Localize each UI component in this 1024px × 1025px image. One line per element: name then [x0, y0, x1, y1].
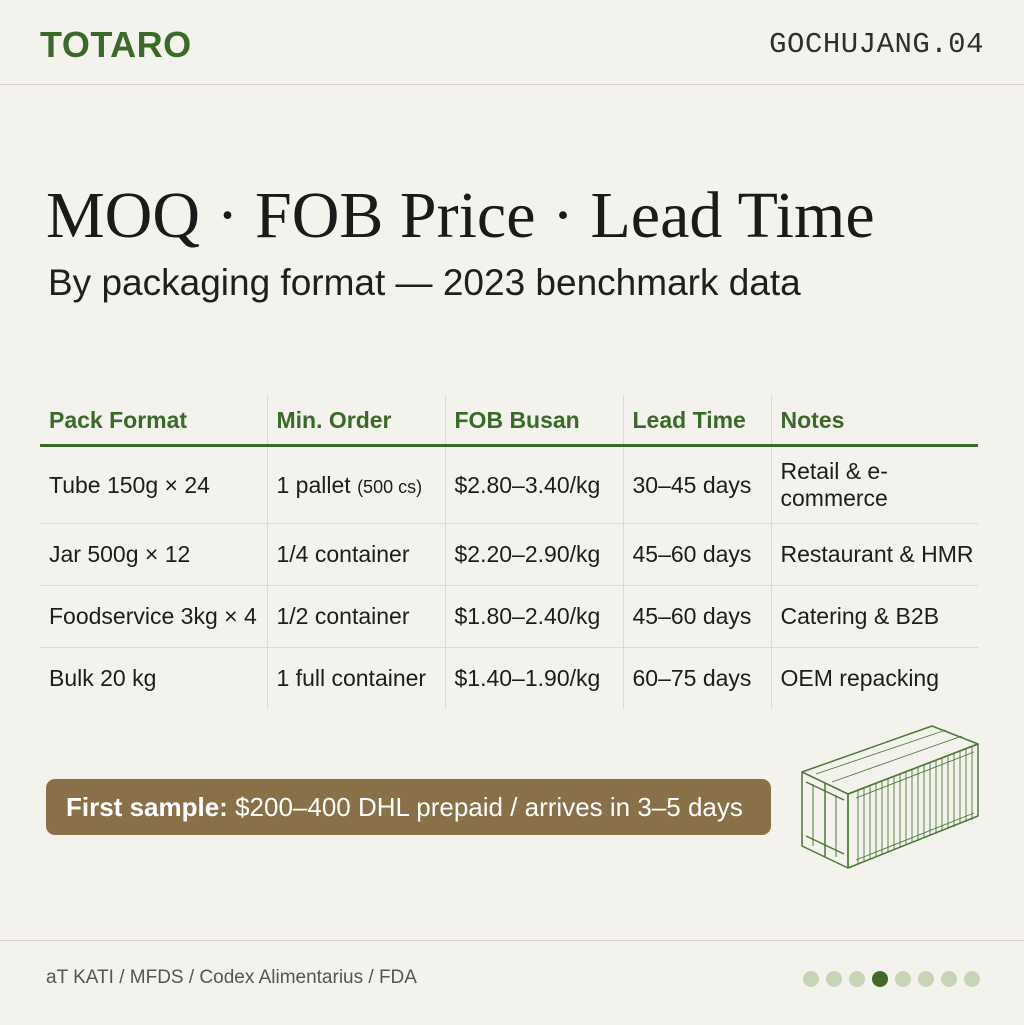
cell-notes: Catering & B2B [770, 585, 978, 648]
cell-fob-price: $2.80–3.40/kg [444, 445, 623, 524]
sample-banner-label: First sample: [66, 792, 228, 822]
cell-lead-time: 45–60 days [622, 523, 771, 586]
column-header-notes: Notes [770, 396, 978, 447]
cell-lead-time: 60–75 days [622, 647, 771, 709]
column-header-fob-busan: FOB Busan [444, 396, 623, 447]
pagination-dot[interactable] [803, 971, 819, 987]
cell-notes: Retail & e-commerce [770, 445, 978, 524]
cell-min-order: 1 full container [266, 647, 445, 709]
pagination-dot[interactable] [964, 971, 980, 987]
page-subtitle: By packaging format — 2023 benchmark dat… [48, 262, 801, 303]
cell-notes: OEM repacking [770, 647, 978, 709]
cell-fob-price: $2.20–2.90/kg [444, 523, 623, 586]
table-row: Foodservice 3kg × 4 1/2 container $1.80–… [40, 585, 978, 648]
table-row: Jar 500g × 12 1/4 container $2.20–2.90/k… [40, 523, 978, 586]
pricing-table: Pack Format Min. Order FOB Busan Lead Ti… [40, 396, 978, 709]
column-header-min-order: Min. Order [266, 396, 445, 447]
cell-pack-format: Jar 500g × 12 [40, 523, 267, 586]
cell-notes: Restaurant & HMR [770, 523, 978, 586]
sample-banner-text: $200–400 DHL prepaid / arrives in 3–5 da… [235, 792, 743, 822]
slide-code: GOCHUJANG.04 [769, 28, 984, 61]
source-credits: aT KATI / MFDS / Codex Alimentarius / FD… [46, 967, 417, 988]
cell-lead-time: 30–45 days [622, 445, 771, 524]
table-header-row: Pack Format Min. Order FOB Busan Lead Ti… [40, 396, 978, 447]
footer: aT KATI / MFDS / Codex Alimentarius / FD… [0, 940, 1024, 1025]
sample-banner: First sample: $200–400 DHL prepaid / arr… [46, 779, 771, 835]
cell-min-order: 1/4 container [266, 523, 445, 586]
pagination-dot[interactable] [826, 971, 842, 987]
cell-min-order: 1 pallet (500 cs) [266, 445, 445, 524]
min-order-value: 1 pallet [276, 471, 351, 498]
cell-pack-format: Tube 150g × 24 [40, 445, 267, 524]
cell-fob-price: $1.40–1.90/kg [444, 647, 623, 709]
column-header-lead-time: Lead Time [622, 396, 771, 447]
min-order-note: (500 cs) [357, 476, 423, 497]
header: TOTARO GOCHUJANG.04 [0, 0, 1024, 85]
cell-pack-format: Foodservice 3kg × 4 [40, 585, 267, 648]
column-header-pack-format: Pack Format [40, 396, 267, 447]
pagination-dots [803, 971, 980, 987]
cell-fob-price: $1.80–2.40/kg [444, 585, 623, 648]
pagination-dot-active[interactable] [872, 971, 888, 987]
cell-min-order: 1/2 container [266, 585, 445, 648]
page-title: MOQ · FOB Price · Lead Time [46, 179, 875, 252]
table-row: Tube 150g × 24 1 pallet (500 cs) $2.80–3… [40, 445, 978, 524]
pagination-dot[interactable] [895, 971, 911, 987]
shipping-container-icon [801, 725, 979, 869]
pagination-dot[interactable] [918, 971, 934, 987]
pagination-dot[interactable] [941, 971, 957, 987]
cell-pack-format: Bulk 20 kg [49, 665, 157, 691]
cell-lead-time: 45–60 days [622, 585, 771, 648]
brand-logo: TOTARO [40, 24, 192, 65]
pagination-dot[interactable] [849, 971, 865, 987]
table-row: Bulk 20 kg 1 full container $1.40–1.90/k… [40, 647, 978, 709]
